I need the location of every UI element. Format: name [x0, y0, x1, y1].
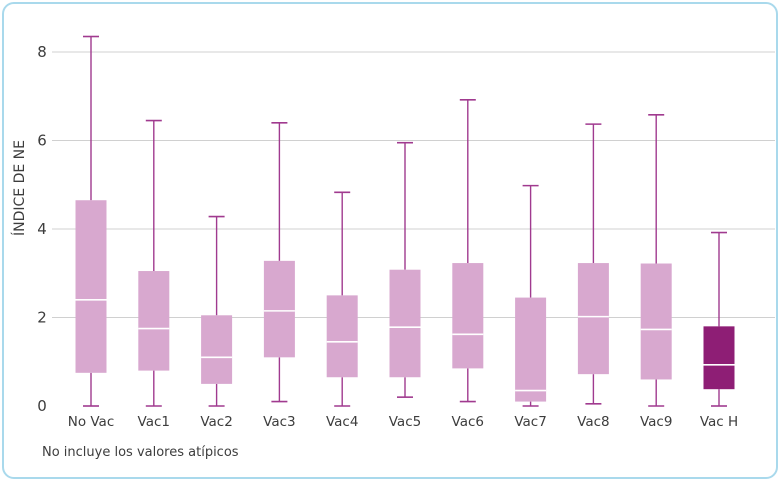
box-group	[515, 184, 547, 407]
category-label: Vac1	[138, 414, 170, 430]
box	[640, 263, 672, 380]
box-group	[201, 215, 233, 407]
box-group	[326, 191, 358, 407]
box	[515, 297, 547, 402]
category-label: No Vac	[68, 414, 115, 430]
footnote: No incluye los valores atípicos	[42, 445, 239, 460]
box	[263, 260, 295, 358]
box	[326, 295, 358, 378]
y-tick-label: 4	[37, 220, 47, 238]
box-group	[703, 231, 735, 407]
box	[389, 269, 421, 378]
box-group	[138, 119, 170, 407]
box	[577, 263, 609, 375]
box	[201, 315, 233, 384]
category-label: Vac4	[326, 414, 358, 430]
boxes	[75, 35, 735, 407]
category-label: Vac3	[263, 414, 295, 430]
category-label: Vac H	[700, 414, 738, 430]
category-label: Vac8	[577, 414, 609, 430]
category-label: Vac2	[200, 414, 232, 430]
x-axis-categories: No Vac Vac1 Vac2 Vac3 Vac4 Vac5 Vac6 Vac7 Vac8 Va…	[68, 414, 738, 430]
box	[138, 271, 170, 371]
box	[75, 200, 107, 373]
box	[703, 326, 735, 390]
y-tick-label: 6	[37, 132, 47, 150]
box-group	[452, 98, 484, 403]
category-label: Vac7	[514, 414, 546, 430]
box-group	[389, 141, 421, 398]
y-axis-ticks: 0 2 4 6 8	[37, 43, 47, 415]
y-tick-label: 2	[37, 309, 47, 327]
box-group	[577, 123, 609, 405]
y-tick-label: 0	[37, 397, 47, 415]
category-label: Vac6	[452, 414, 484, 430]
box-group	[640, 114, 672, 407]
category-label: Vac5	[389, 414, 421, 430]
y-axis-label: ÍNDICE DE NE	[11, 140, 28, 236]
box	[452, 263, 484, 369]
y-tick-label: 8	[37, 43, 47, 61]
category-label: Vac9	[640, 414, 672, 430]
box-group	[263, 122, 295, 403]
box-group	[75, 35, 107, 407]
